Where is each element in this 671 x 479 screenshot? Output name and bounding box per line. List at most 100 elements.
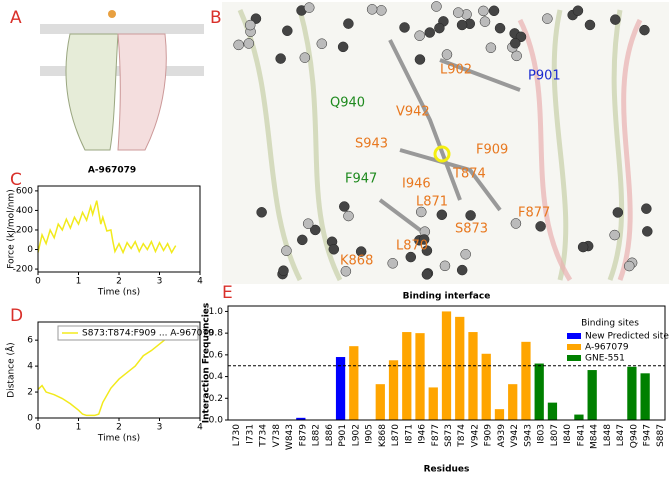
sphere <box>584 19 596 31</box>
y-tick-label: 0.4 <box>209 372 224 382</box>
x-tick-label: 3 <box>157 423 163 433</box>
sphere <box>465 210 476 221</box>
sphere <box>299 52 311 63</box>
y-axis-label: Distance (Å) <box>5 342 17 397</box>
x-tick-label: F877 <box>431 424 441 446</box>
sphere <box>439 260 451 272</box>
bar <box>349 346 359 420</box>
x-tick-label: L902 <box>351 424 361 446</box>
x-tick-label: Q940 <box>629 424 639 449</box>
legend-label: GNE-551 <box>585 354 625 364</box>
x-tick-label: P901 <box>338 424 348 447</box>
sphere <box>281 245 292 256</box>
panel-b: B L902 P901 Q940 V942 S943 F909 F947 I94… <box>210 1 669 284</box>
x-tick-label: L847 <box>616 424 626 446</box>
bar <box>481 353 491 420</box>
sphere <box>485 42 497 53</box>
y-axis-label: Force (kJ/mol/nm) <box>7 189 17 268</box>
membrane-top <box>40 24 204 34</box>
caption: A-967079 <box>88 166 136 176</box>
y-tick-label: 0.6 <box>209 350 224 360</box>
y-tick-label: 0 <box>27 414 33 424</box>
helices-right <box>117 33 167 151</box>
bar <box>468 332 478 420</box>
residue-label: K868 <box>340 254 373 269</box>
sphere <box>275 53 286 64</box>
residues <box>378 39 521 232</box>
bar <box>508 384 518 420</box>
sphere <box>302 218 314 229</box>
bar <box>296 417 306 420</box>
ligand <box>433 145 451 163</box>
bar <box>574 414 584 420</box>
x-tick-label: 2 <box>116 423 122 433</box>
sphere <box>488 5 500 17</box>
x-tick-label: I803 <box>537 424 547 444</box>
sphere <box>418 234 430 245</box>
y-tick-label: 400 <box>16 206 33 216</box>
sphere <box>278 265 289 276</box>
x-axis-label: Time (ns) <box>97 288 140 298</box>
sphere <box>572 5 584 16</box>
y-tick-label: 1.0 <box>209 307 224 317</box>
sphere <box>642 226 653 237</box>
sphere <box>243 38 255 49</box>
sphere <box>233 39 244 51</box>
sphere <box>376 5 387 16</box>
sphere <box>256 207 267 218</box>
sphere <box>510 218 522 229</box>
x-tick-label: 1 <box>76 423 82 433</box>
sphere <box>609 229 620 241</box>
x-tick-label: 4 <box>197 423 203 433</box>
structure-image <box>222 2 669 284</box>
sphere <box>441 49 453 60</box>
x-tick-label: 0 <box>35 423 41 433</box>
y-tick-label: 0.8 <box>209 329 224 339</box>
ligand <box>108 10 116 18</box>
bar <box>441 311 452 420</box>
sphere <box>387 258 398 269</box>
x-tick-label: I871 <box>404 424 414 444</box>
bar <box>335 357 346 420</box>
x-tick-label: I946 <box>418 424 428 444</box>
x-tick-label: 4 <box>197 277 203 287</box>
x-tick-label: W843 <box>285 424 295 450</box>
x-tick-label: M844 <box>590 424 600 449</box>
y-tick-label: 600 <box>16 186 33 196</box>
residue-label: S873 <box>455 222 488 237</box>
residue-label: F947 <box>345 172 377 187</box>
sphere <box>355 246 367 257</box>
chart-title: Binding interface <box>403 292 491 302</box>
sphere <box>577 241 589 253</box>
sphere <box>421 269 433 280</box>
x-tick-label: V942 <box>510 424 520 447</box>
bar <box>428 387 438 420</box>
sphere <box>366 4 378 15</box>
bar <box>587 370 597 420</box>
bar <box>494 409 505 420</box>
helices-left <box>65 33 119 151</box>
sphere <box>421 245 433 256</box>
x-tick-label: S943 <box>523 424 533 447</box>
sphere <box>303 2 315 13</box>
x-axis-label: Residues <box>424 465 470 475</box>
sphere <box>339 201 350 212</box>
sphere <box>494 22 506 34</box>
residue-label: P901 <box>528 69 561 84</box>
plot-frame <box>37 321 201 419</box>
sphere <box>316 38 328 49</box>
bar <box>547 402 558 420</box>
x-tick-label: 1 <box>76 277 82 287</box>
sphere <box>343 18 354 29</box>
bar <box>640 373 650 420</box>
sphere <box>535 221 546 232</box>
y-tick-label: 4 <box>27 362 33 372</box>
legend-swatch <box>567 355 581 361</box>
x-tick-label: 0 <box>35 277 41 287</box>
bar <box>402 332 412 420</box>
sphere <box>641 203 652 214</box>
data-line <box>37 333 175 417</box>
x-tick-label: S873 <box>444 424 454 447</box>
